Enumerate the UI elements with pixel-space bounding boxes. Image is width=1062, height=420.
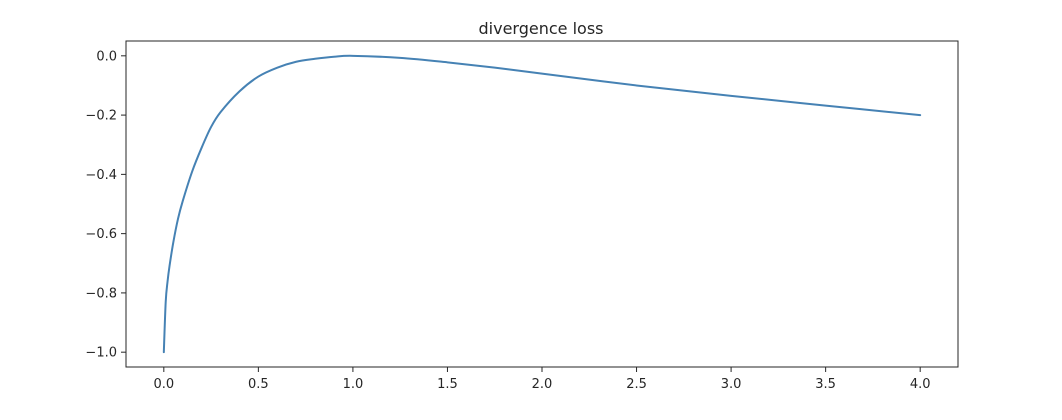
x-tick-label: 2.5 bbox=[626, 377, 647, 392]
x-axis: 0.0 0.5 1.0 1.5 2.0 2.5 3.0 3.5 4.0 bbox=[153, 367, 931, 392]
x-tick-label: 1.0 bbox=[343, 377, 364, 392]
y-tick-label: −1.0 bbox=[85, 346, 117, 361]
x-tick-label: 3.5 bbox=[815, 377, 836, 392]
chart-title: divergence loss bbox=[479, 19, 604, 38]
x-tick-label: 1.5 bbox=[437, 377, 458, 392]
y-tick-label: −0.4 bbox=[85, 168, 117, 183]
x-tick-label: 2.0 bbox=[532, 377, 553, 392]
y-tick-label: −0.2 bbox=[85, 109, 117, 124]
x-tick-label: 0.0 bbox=[153, 377, 174, 392]
divergence-loss-line bbox=[162, 54, 922, 354]
y-tick-label: −0.8 bbox=[85, 286, 117, 301]
y-tick-label: −0.6 bbox=[85, 227, 117, 242]
x-tick-label: 0.5 bbox=[248, 377, 269, 392]
x-tick-label: 4.0 bbox=[910, 377, 931, 392]
y-axis: 0.0 −0.2 −0.4 −0.6 −0.8 −1.0 bbox=[85, 49, 126, 361]
y-tick-label: 0.0 bbox=[96, 49, 117, 64]
x-tick-label: 3.0 bbox=[721, 377, 742, 392]
plot-frame bbox=[125, 40, 959, 368]
